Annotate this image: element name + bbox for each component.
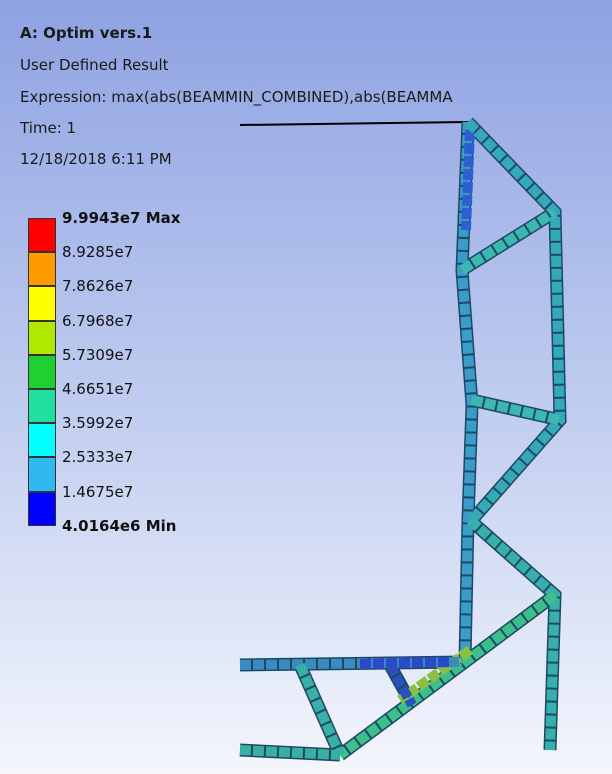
legend-swatch — [28, 286, 56, 320]
result-name: User Defined Result — [20, 56, 169, 74]
legend-label: 6.7968e7 — [62, 312, 133, 330]
legend-swatch — [28, 355, 56, 389]
legend-label: 4.0164e6 Min — [62, 517, 176, 535]
legend-swatch — [28, 218, 56, 252]
legend-swatch — [28, 457, 56, 491]
legend-label: 8.9285e7 — [62, 243, 133, 261]
ansys-viewport: A: Optim vers.1 User Defined Result Expr… — [0, 0, 612, 774]
legend-swatch — [28, 252, 56, 286]
legend-swatch — [28, 423, 56, 457]
beams — [240, 122, 560, 755]
legend-swatch — [28, 321, 56, 355]
legend-label: 1.4675e7 — [62, 483, 133, 501]
legend-label: 2.5333e7 — [62, 448, 133, 466]
legend-label: 7.8626e7 — [62, 277, 133, 295]
date: 12/18/2018 6:11 PM — [20, 150, 172, 168]
legend-swatch — [28, 389, 56, 423]
legend-label: 4.6651e7 — [62, 380, 133, 398]
title: A: Optim vers.1 — [20, 24, 152, 42]
legend-label: 5.7309e7 — [62, 346, 133, 364]
time: Time: 1 — [20, 119, 76, 137]
beam — [240, 122, 468, 125]
legend-label: 3.5992e7 — [62, 414, 133, 432]
legend-swatch — [28, 492, 56, 526]
legend-label: 9.9943e7 Max — [62, 209, 180, 227]
expression: Expression: max(abs(BEAMMIN_COMBINED),ab… — [20, 88, 453, 106]
